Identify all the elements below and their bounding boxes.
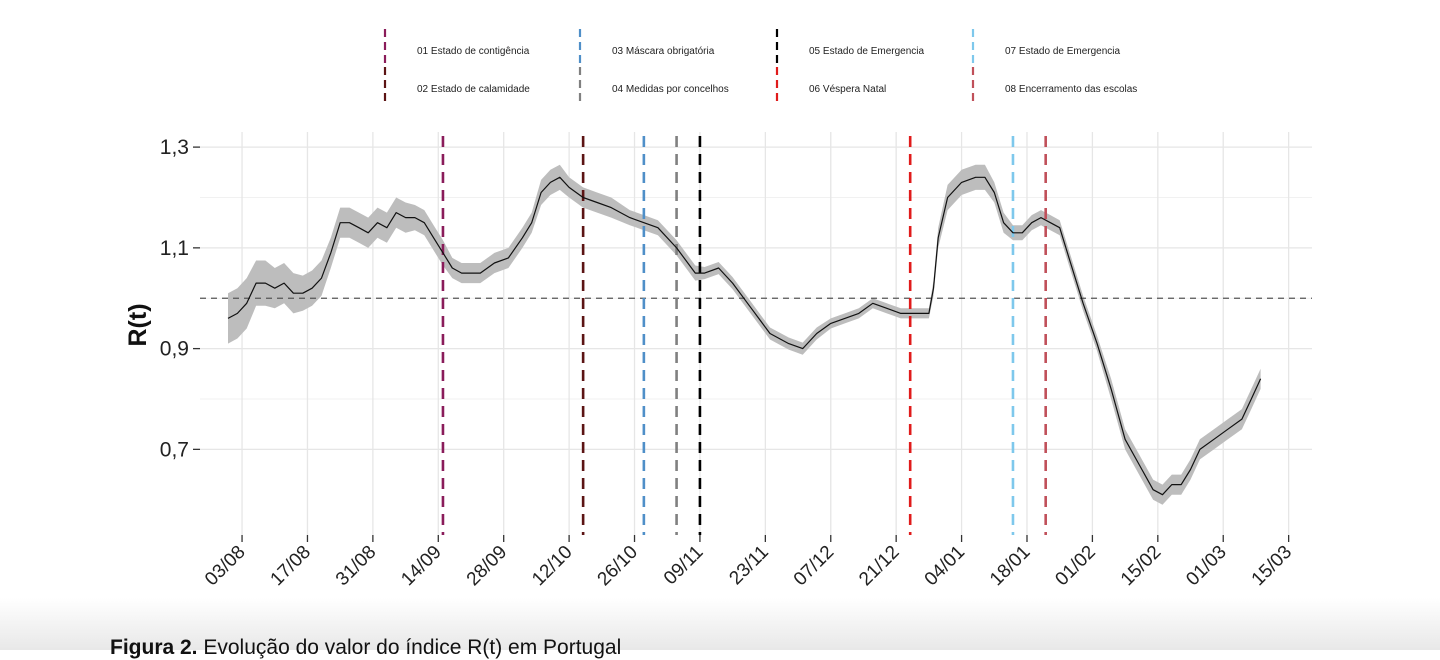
- x-tick-label: 26/10: [594, 542, 642, 590]
- caption-text: Evolução do valor do índice R(t) em Port…: [203, 636, 622, 659]
- confidence-band-area: [228, 164, 1261, 505]
- legend-label: 07 Estado de Emergencia: [1005, 46, 1121, 57]
- y-tick-label: 1,1: [160, 237, 189, 260]
- legend-label: 02 Estado de calamidade: [417, 84, 530, 95]
- x-tick-label: 18/01: [986, 542, 1034, 590]
- y-tick-label: 1,3: [160, 136, 189, 159]
- legend-label: 04 Medidas por concelhos: [612, 84, 729, 95]
- y-tick-label: 0,7: [160, 438, 189, 461]
- legend-label: 01 Estado de contigência: [417, 46, 530, 57]
- x-tick-label: 03/08: [201, 542, 249, 590]
- x-tick-label: 15/03: [1248, 542, 1296, 590]
- legend-label: 03 Máscara obrigatória: [612, 46, 715, 57]
- x-tick-label: 01/02: [1051, 542, 1099, 590]
- caption-prefix: Figura 2.: [110, 636, 198, 659]
- x-tick-label: 09/11: [660, 542, 707, 589]
- x-tick-label: 31/08: [332, 542, 380, 590]
- y-axis-label: R(t): [124, 303, 152, 346]
- x-tick-label: 23/11: [725, 542, 772, 589]
- x-tick-label: 01/03: [1182, 542, 1230, 590]
- x-tick-label: 12/10: [528, 542, 576, 590]
- x-tick-label: 04/01: [921, 542, 969, 590]
- series-line: [227, 176, 1262, 496]
- event-lines: [441, 136, 1047, 535]
- x-tick-label: 14/09: [397, 542, 445, 590]
- x-tick-label: 28/09: [463, 542, 511, 590]
- confidence-band: [228, 164, 1261, 505]
- x-tick-label: 21/12: [855, 542, 903, 590]
- x-tick-label: 15/02: [1117, 542, 1165, 590]
- x-axis: 03/08 17/08 31/08 14/09 28/09 12/10 26/10 09/11…: [201, 535, 1296, 590]
- y-axis: 0,7 0,9 1,1 1,3: [160, 136, 200, 461]
- caption-shadow: [0, 598, 1440, 650]
- legend-label: 06 Véspera Natal: [809, 84, 886, 95]
- figure-caption: Figura 2. Evolução do valor do índice R(…: [110, 636, 621, 660]
- legend-label: 05 Estado de Emergencia: [809, 46, 925, 57]
- x-tick-label: 07/12: [790, 542, 838, 590]
- x-tick-label: 17/08: [267, 542, 315, 590]
- y-tick-label: 0,9: [160, 338, 189, 361]
- series-line-path: [227, 176, 1262, 496]
- grid: [200, 132, 1312, 535]
- legend-label: 08 Encerramento das escolas: [1005, 84, 1137, 95]
- legend: 01 Estado de contigência 02 Estado de cal…: [383, 29, 1137, 104]
